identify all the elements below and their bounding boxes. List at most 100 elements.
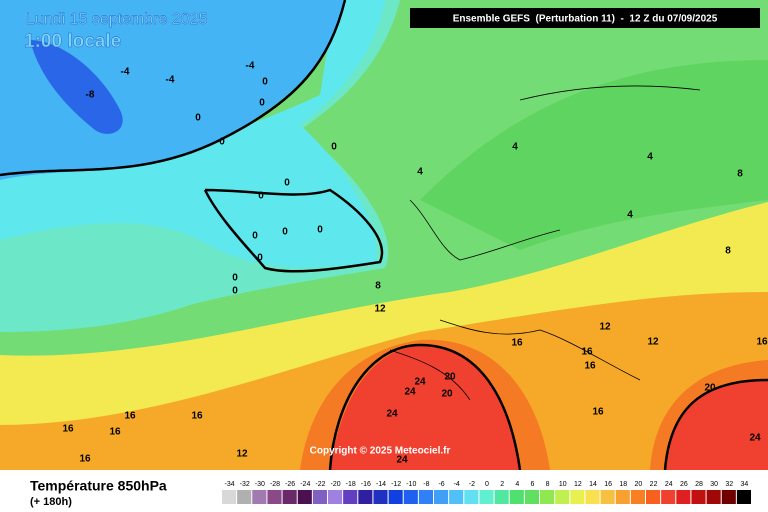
scale-label: 4 bbox=[515, 481, 519, 488]
scale-swatch bbox=[540, 490, 555, 504]
dark-blue-area bbox=[30, 40, 123, 134]
scale-swatch bbox=[418, 490, 433, 504]
scale-swatch bbox=[343, 490, 358, 504]
red-area bbox=[330, 345, 768, 470]
legend-title: Température 850hPa bbox=[30, 478, 167, 494]
contour-label: 16 bbox=[592, 407, 604, 418]
scale-swatch bbox=[615, 490, 630, 504]
scale-label: -2 bbox=[469, 481, 475, 488]
contour-label: 24 bbox=[749, 433, 761, 444]
contour-label: 16 bbox=[62, 424, 74, 435]
scale-swatch bbox=[373, 490, 388, 504]
scale-label: 6 bbox=[530, 481, 534, 488]
scale-label: 24 bbox=[665, 481, 673, 488]
contour-label: 16 bbox=[584, 361, 596, 372]
model-box bbox=[410, 8, 760, 28]
cyan-area bbox=[0, 0, 385, 268]
scale-label: 26 bbox=[680, 481, 688, 488]
date-title: Lundi 15 septembre 2025 bbox=[26, 11, 208, 28]
scale-swatch bbox=[267, 490, 282, 504]
contour-label: 12 bbox=[236, 449, 248, 460]
scale-swatch bbox=[479, 490, 494, 504]
contour-label: 16 bbox=[79, 454, 91, 465]
scale-swatch bbox=[585, 490, 600, 504]
local-time: 1:00 locale bbox=[24, 31, 121, 52]
scale-swatch bbox=[449, 490, 464, 504]
color-scale: -34 -32 -30 -28 -26 -24 -22 -20 -18 -16 -14 -12 -10-… bbox=[222, 481, 751, 504]
contour-label: 24 bbox=[404, 387, 416, 398]
scale-swatch bbox=[570, 490, 585, 504]
scale-swatch bbox=[494, 490, 509, 504]
lead-time: (+ 180h) bbox=[30, 496, 72, 508]
contour-label: 8 bbox=[375, 281, 381, 292]
scale-swatch bbox=[524, 490, 539, 504]
scale-label: -18 bbox=[346, 481, 356, 488]
scale-label: -16 bbox=[361, 481, 371, 488]
scale-label: -32 bbox=[240, 481, 250, 488]
scale-label: 0 bbox=[485, 481, 489, 488]
contour-label: -4 bbox=[246, 61, 255, 72]
contour-label: 20 bbox=[441, 389, 453, 400]
contour-label: 12 bbox=[647, 337, 659, 348]
scale-label: -34 bbox=[225, 481, 235, 488]
contour-label: 4 bbox=[512, 142, 518, 153]
contour-label: 24 bbox=[396, 455, 408, 466]
contour-label: 0 bbox=[252, 231, 258, 242]
scale-label: 8 bbox=[546, 481, 550, 488]
scale-swatch bbox=[388, 490, 403, 504]
scale-swatch bbox=[282, 490, 297, 504]
scale-swatch bbox=[237, 490, 252, 504]
contour-label: 16 bbox=[191, 411, 203, 422]
contour-label: 0 bbox=[259, 98, 265, 109]
contour-label: 0 bbox=[232, 273, 238, 284]
scale-label: -30 bbox=[255, 481, 265, 488]
contour-label: 20 bbox=[704, 383, 716, 394]
scale-swatch bbox=[222, 490, 237, 504]
scale-swatch bbox=[403, 490, 418, 504]
map bbox=[0, 0, 768, 471]
scale-swatch bbox=[297, 490, 312, 504]
scale-label: -28 bbox=[270, 481, 280, 488]
scale-label: 10 bbox=[559, 481, 567, 488]
scale-label: 18 bbox=[619, 481, 627, 488]
contour-label: 12 bbox=[374, 304, 386, 315]
scale-label: 20 bbox=[635, 481, 643, 488]
scale-swatch bbox=[721, 490, 736, 504]
contour-label: 0 bbox=[195, 113, 201, 124]
scale-swatch bbox=[312, 490, 327, 504]
scale-label: 28 bbox=[695, 481, 703, 488]
scale-swatch bbox=[706, 490, 721, 504]
contour-label: 4 bbox=[417, 167, 423, 178]
contour-label: 0 bbox=[331, 142, 337, 153]
scale-label: -14 bbox=[376, 481, 386, 488]
contour-label: 8 bbox=[725, 246, 731, 257]
contour-label: 4 bbox=[647, 152, 653, 163]
contour-label: -8 bbox=[86, 90, 95, 101]
scale-swatch bbox=[736, 490, 751, 504]
contour-label: 12 bbox=[599, 322, 611, 333]
scale-swatch bbox=[691, 490, 706, 504]
contour-label: 16 bbox=[109, 427, 121, 438]
contour-label: 16 bbox=[511, 338, 523, 349]
scale-swatch bbox=[328, 490, 343, 504]
scale-swatch bbox=[464, 490, 479, 504]
scale-label: 14 bbox=[589, 481, 597, 488]
scale-swatch bbox=[630, 490, 645, 504]
scale-label: -22 bbox=[315, 481, 325, 488]
contour-label: 16 bbox=[581, 347, 593, 358]
scale-swatch bbox=[600, 490, 615, 504]
contour-label: 24 bbox=[414, 377, 426, 388]
model-info: Ensemble GEFS (Perturbation 11) - 12 Z d… bbox=[453, 14, 718, 25]
green-area bbox=[420, 60, 768, 250]
scale-label: 30 bbox=[710, 481, 718, 488]
contour-label: 0 bbox=[258, 191, 264, 202]
isotherm bbox=[0, 0, 768, 471]
scale-label: -20 bbox=[331, 481, 341, 488]
scale-label: 16 bbox=[604, 481, 612, 488]
scale-label: -6 bbox=[438, 481, 444, 488]
scale-label: 2 bbox=[500, 481, 504, 488]
scale-swatch bbox=[555, 490, 570, 504]
scale-swatch bbox=[676, 490, 691, 504]
